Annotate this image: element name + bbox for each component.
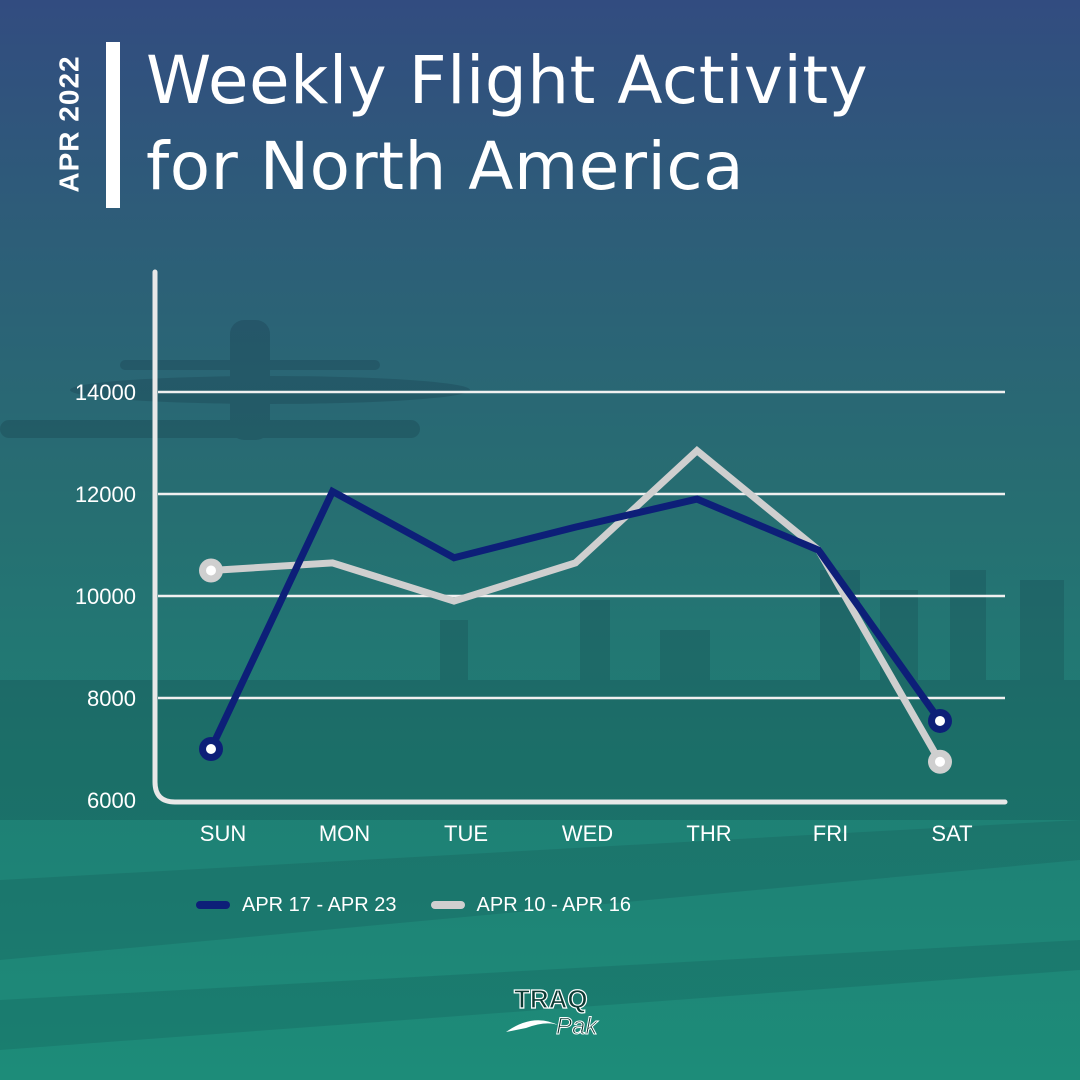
y-tick-label: 10000 [75,584,136,609]
legend-item-series-1: APR 17 - APR 23 [196,894,397,917]
chart-axis [152,269,1008,805]
series-layer [199,446,952,774]
series-1-endpoint-marker-center [935,715,945,726]
series-2-endpoint-marker-center [206,565,216,576]
legend-item-series-2: APR 10 - APR 16 [430,893,632,917]
legend-label-series-1: APR 17 - APR 23 [242,893,397,916]
title-divider-bar [106,42,120,208]
chart-legend: APR 17 - APR 23 APR 10 - APR 16 [196,890,631,920]
series-1 [199,486,952,761]
x-category-labels: SUN MON TUE WED THR FRI SAT [200,821,973,846]
y-tick-label: 12000 [75,482,136,507]
page-title: Weekly Flight Activity for North America [146,38,1046,210]
legend-swatch-series-1 [196,901,230,909]
background-runway [0,820,1080,1050]
x-category-label: SUN [200,821,246,846]
logo-word-1: TRAQ [514,984,588,1014]
legend-label-series-2: APR 10 - APR 16 [476,893,632,916]
series-2-endpoint-marker-center [935,756,945,767]
y-tick-label: 6000 [87,788,136,813]
series-1-line [207,486,943,751]
logo-swoosh-icon [506,1020,560,1032]
series-2 [199,446,952,774]
series-2-line [210,446,944,764]
x-category-label: WED [562,821,613,846]
background-airplane [0,320,470,440]
y-tick-label: 8000 [87,686,136,711]
series-1-endpoint-marker-center [206,744,216,754]
x-category-label: FRI [813,821,848,846]
y-tick-label: 14000 [75,380,136,405]
title-line-1: Weekly Flight Activity [146,42,869,119]
x-category-label: MON [319,821,370,846]
grid-layer [158,390,1005,700]
x-category-label: THR [686,821,731,846]
traqpak-logo: TRAQ Pak [506,983,600,1041]
logo-word-2: Pak [556,1013,599,1040]
legend-swatch-series-2 [430,901,465,909]
x-category-label: TUE [444,821,488,846]
y-tick-labels: 14000 12000 10000 8000 6000 [75,380,136,813]
x-category-label: SAT [931,821,972,846]
title-line-2: for North America [146,128,745,205]
